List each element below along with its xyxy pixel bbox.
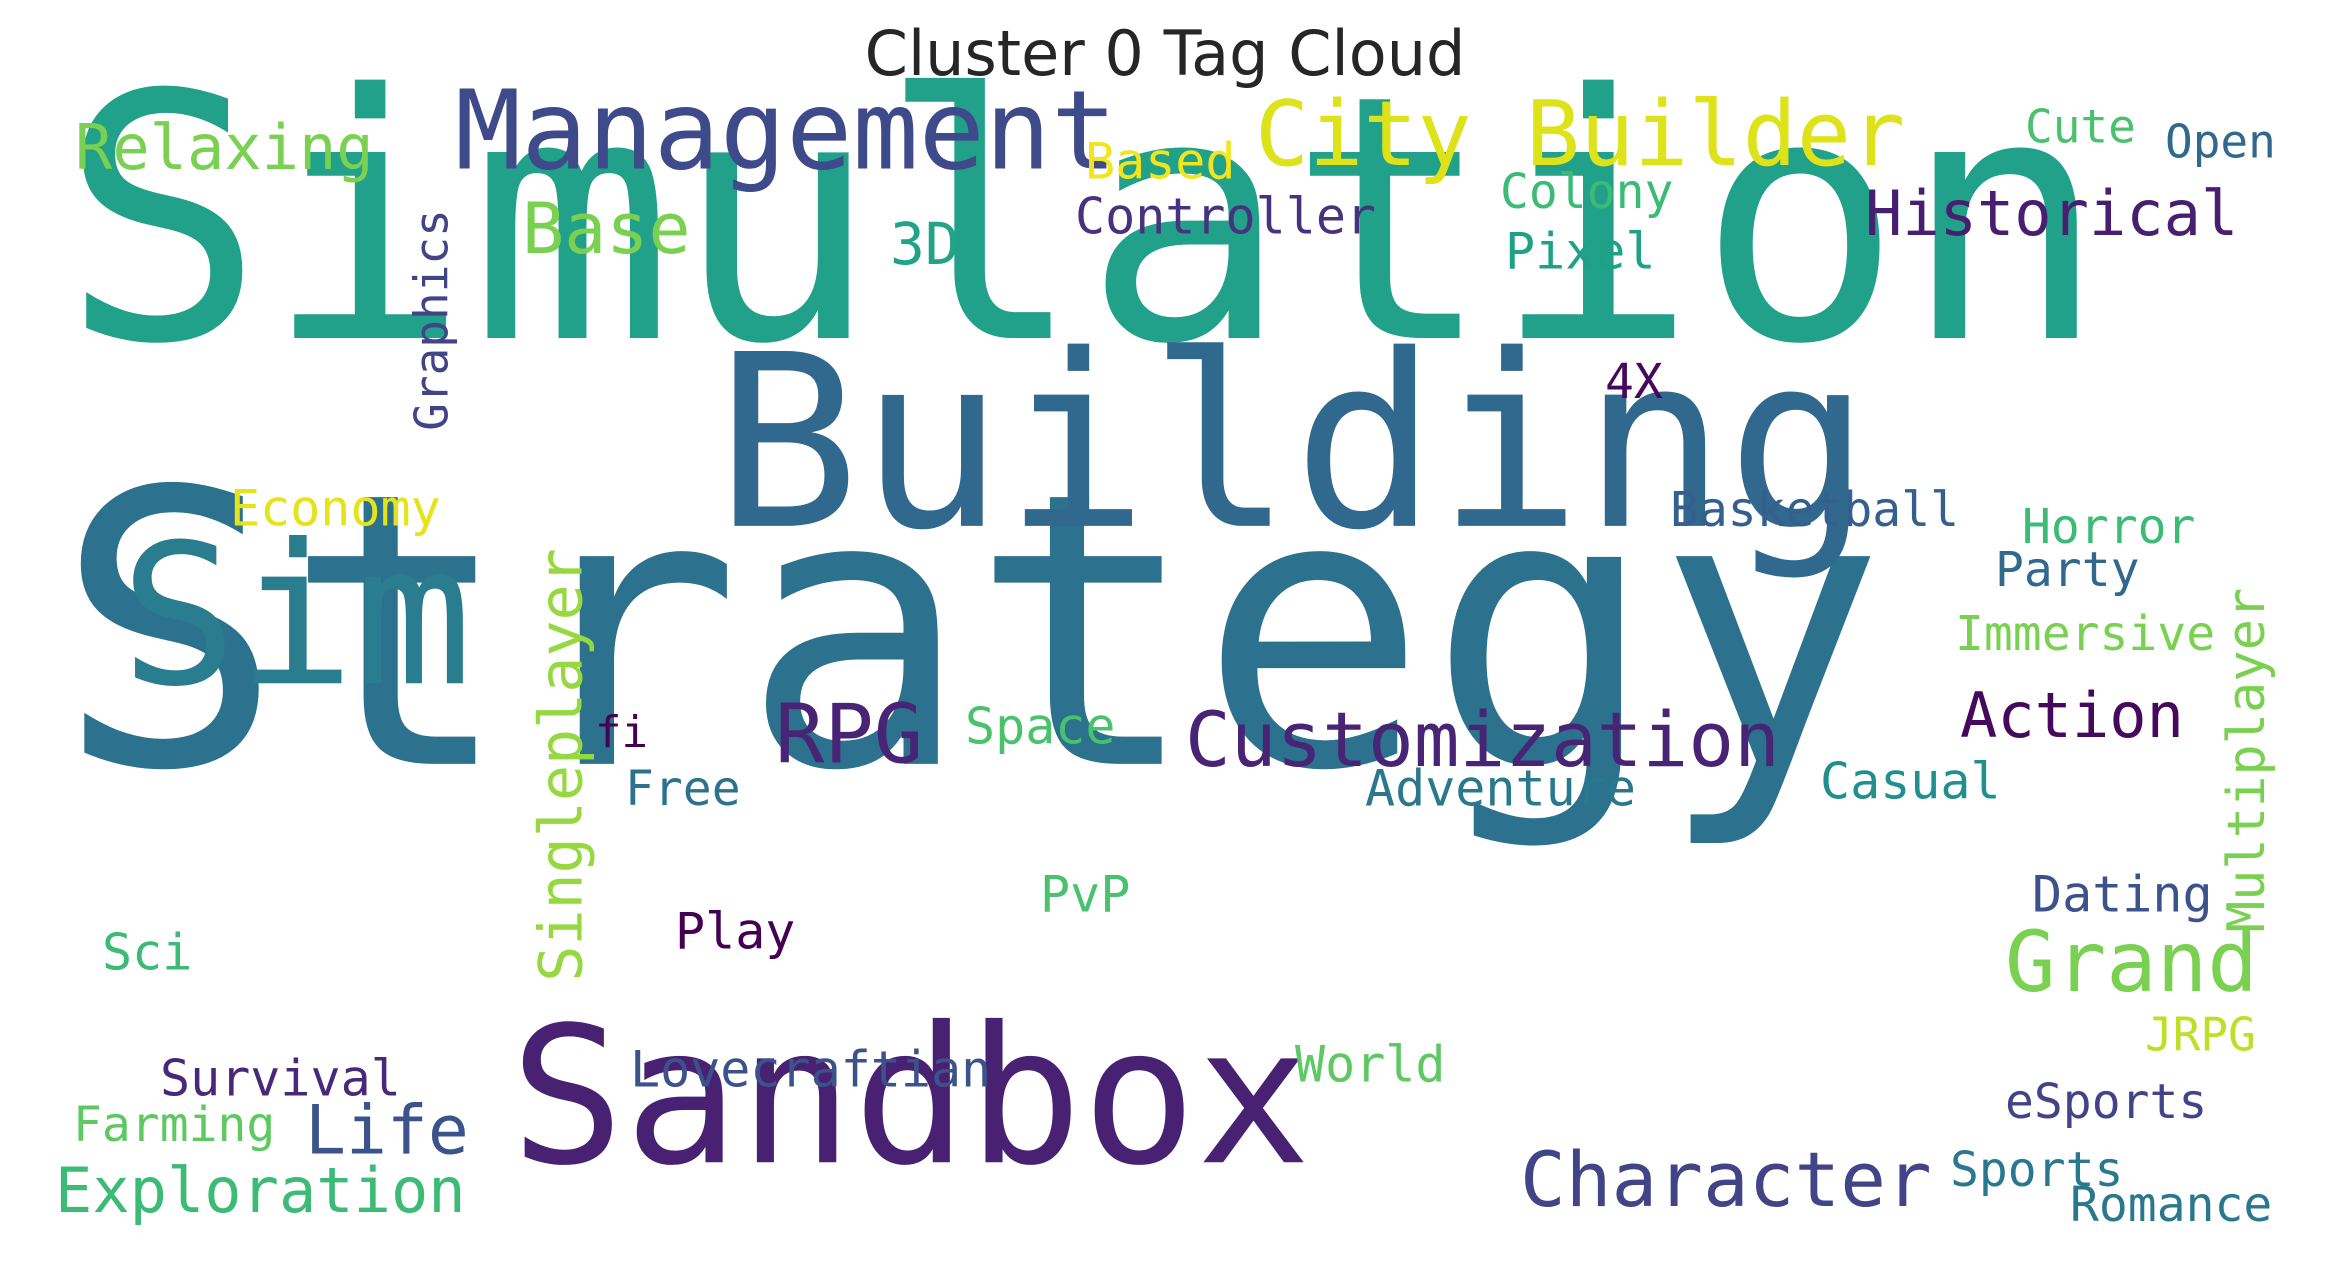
tag-word: Lovecraftian xyxy=(630,1041,991,1099)
tag-word: Cute xyxy=(2025,100,2136,154)
tag-word: PvP xyxy=(1040,866,1130,924)
tag-word: Pixel xyxy=(1505,223,1656,281)
tag-word: Based xyxy=(1085,133,1236,191)
tag-word: Romance xyxy=(2070,1177,2272,1233)
tag-word: Space xyxy=(965,698,1116,756)
tag-word: Farming xyxy=(73,1097,275,1153)
tag-word: Base xyxy=(522,188,691,270)
tag-word: Economy xyxy=(230,480,441,538)
tag-word: Immersive xyxy=(1955,606,2215,662)
tag-word: Multiplayer xyxy=(2217,588,2277,932)
tag-word: Sports xyxy=(1950,1142,2123,1198)
tag-word: Play xyxy=(675,903,795,961)
tag-word: Sim xyxy=(120,502,472,729)
tag-word: 4X xyxy=(1605,354,1663,410)
tag-word: Dating xyxy=(2032,866,2213,924)
tag-word: Graphics xyxy=(405,209,459,431)
tag-word: Colony xyxy=(1500,164,1673,220)
tag-word: RPG xyxy=(775,687,923,782)
tag-word: Building xyxy=(715,303,1871,583)
tag-word: Grand xyxy=(2005,913,2258,1011)
tag-word: Horror xyxy=(2022,499,2195,555)
tag-word: Adventure xyxy=(1365,760,1636,818)
tag-word: Action xyxy=(1960,679,2184,752)
tag-word: World xyxy=(1295,1036,1446,1094)
tag-word: Customization xyxy=(1185,695,1780,784)
chart-title: Cluster 0 Tag Cloud xyxy=(864,17,1466,90)
tag-word: Strategy xyxy=(55,411,1885,854)
tag-word: Sandbox xyxy=(510,986,1311,1207)
tag-word: eSports xyxy=(2005,1074,2207,1130)
tag-word: Survival xyxy=(160,1050,401,1108)
tag-word: Exploration xyxy=(55,1154,466,1227)
tag-word: Life xyxy=(305,1092,469,1171)
tag-word: Controller xyxy=(1075,188,1376,246)
tag-word: Simulation xyxy=(60,23,2107,419)
tag-word: Historical xyxy=(1865,177,2238,250)
tag-word: fi xyxy=(595,707,648,758)
tag-word: Free xyxy=(625,761,741,817)
tag-word: 3D xyxy=(890,210,960,278)
tag-word: JRPG xyxy=(2145,1008,2256,1062)
tag-word: Casual xyxy=(1820,753,2001,811)
tag-word: Basketball xyxy=(1670,482,1959,538)
tag-word: Singleplayer xyxy=(527,548,597,981)
tag-word: Relaxing xyxy=(75,111,374,184)
tag-word: Management xyxy=(455,66,1117,194)
tag-word: Open xyxy=(2165,115,2276,169)
tag-word: Character xyxy=(1520,1135,1932,1224)
tag-word: Sci xyxy=(102,924,192,982)
tag-word: Party xyxy=(1995,542,2140,598)
tag-word: City Builder xyxy=(1255,82,1905,187)
